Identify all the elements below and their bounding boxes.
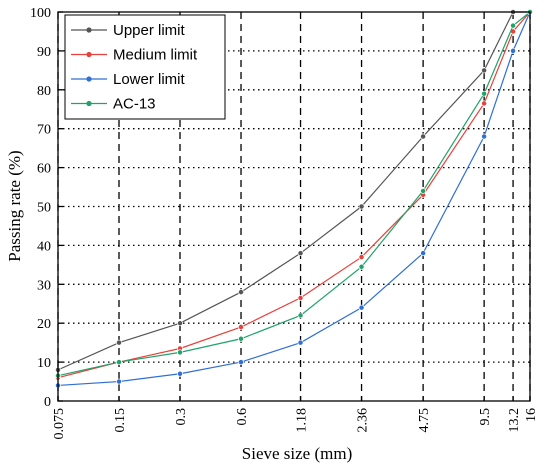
series-line bbox=[57, 11, 531, 377]
data-point bbox=[420, 133, 427, 140]
series-line bbox=[57, 11, 531, 387]
data-point bbox=[177, 320, 183, 327]
data-point bbox=[238, 324, 244, 331]
x-tick-label: 16 bbox=[524, 408, 539, 422]
data-point bbox=[510, 22, 517, 29]
y-tick-label: 80 bbox=[37, 84, 51, 99]
data-point bbox=[297, 339, 304, 346]
y-tick-label: 10 bbox=[37, 356, 51, 371]
legend-label: AC-13 bbox=[113, 96, 156, 113]
legend-marker bbox=[86, 27, 92, 33]
legend: Upper limit Medium limit Lower limit AC-13 bbox=[64, 14, 226, 120]
y-axis-title: Passing rate (%) bbox=[5, 150, 24, 261]
data-point bbox=[116, 339, 122, 346]
x-tick-label: 0.15 bbox=[113, 408, 128, 433]
data-point bbox=[238, 359, 244, 366]
y-tick-label: 60 bbox=[37, 162, 51, 177]
data-point bbox=[420, 250, 427, 257]
data-point bbox=[481, 133, 488, 140]
x-tick-label: 1.18 bbox=[295, 408, 310, 433]
data-point bbox=[481, 100, 488, 107]
data-point bbox=[238, 335, 244, 342]
data-point bbox=[297, 312, 304, 319]
data-point bbox=[238, 289, 244, 296]
data-point bbox=[358, 203, 365, 210]
legend-label: Medium limit bbox=[113, 47, 198, 64]
x-tick-label: 4.75 bbox=[417, 408, 432, 433]
y-tick-label: 40 bbox=[37, 239, 51, 254]
data-point bbox=[116, 359, 122, 366]
y-tick-label: 20 bbox=[37, 317, 51, 332]
x-tick-label: 9.5 bbox=[478, 408, 493, 426]
x-tick-label: 0.075 bbox=[52, 408, 67, 440]
data-point bbox=[297, 250, 304, 257]
legend-marker bbox=[86, 51, 92, 58]
y-tick-label: 50 bbox=[37, 201, 51, 216]
legend-label: Upper limit bbox=[113, 22, 186, 39]
y-tick-label: 100 bbox=[30, 6, 51, 21]
series-line bbox=[57, 11, 530, 371]
legend-box bbox=[64, 14, 226, 120]
data-point bbox=[358, 304, 365, 311]
legend-marker bbox=[86, 76, 92, 82]
series-lines bbox=[55, 9, 533, 389]
data-point bbox=[481, 90, 488, 97]
x-axis-title: Sieve size (mm) bbox=[242, 444, 352, 463]
legend-marker bbox=[86, 100, 92, 107]
data-point bbox=[420, 187, 427, 194]
axes: 0 10 20 30 40 50 60 70 80 90 100 0.075 0.15 0.3 0.6 1.1… bbox=[30, 6, 539, 440]
x-tick-label: 13.2 bbox=[507, 408, 522, 433]
x-tick-label: 0.6 bbox=[235, 408, 250, 426]
data-point bbox=[177, 349, 183, 356]
data-point bbox=[116, 378, 122, 385]
y-tick-label: 0 bbox=[44, 395, 51, 410]
y-tick-label: 70 bbox=[37, 123, 51, 138]
data-point bbox=[481, 67, 488, 74]
y-tick-label: 30 bbox=[37, 278, 51, 293]
legend-label: Lower limit bbox=[113, 71, 186, 88]
y-tick-label: 90 bbox=[37, 45, 51, 60]
data-point bbox=[177, 370, 183, 377]
data-point bbox=[358, 263, 365, 270]
data-point bbox=[510, 47, 517, 54]
series-line bbox=[57, 11, 531, 379]
x-tick-label: 0.3 bbox=[174, 408, 189, 426]
data-point bbox=[358, 254, 365, 261]
x-tick-label: 2.36 bbox=[356, 408, 371, 433]
data-point bbox=[297, 294, 304, 301]
